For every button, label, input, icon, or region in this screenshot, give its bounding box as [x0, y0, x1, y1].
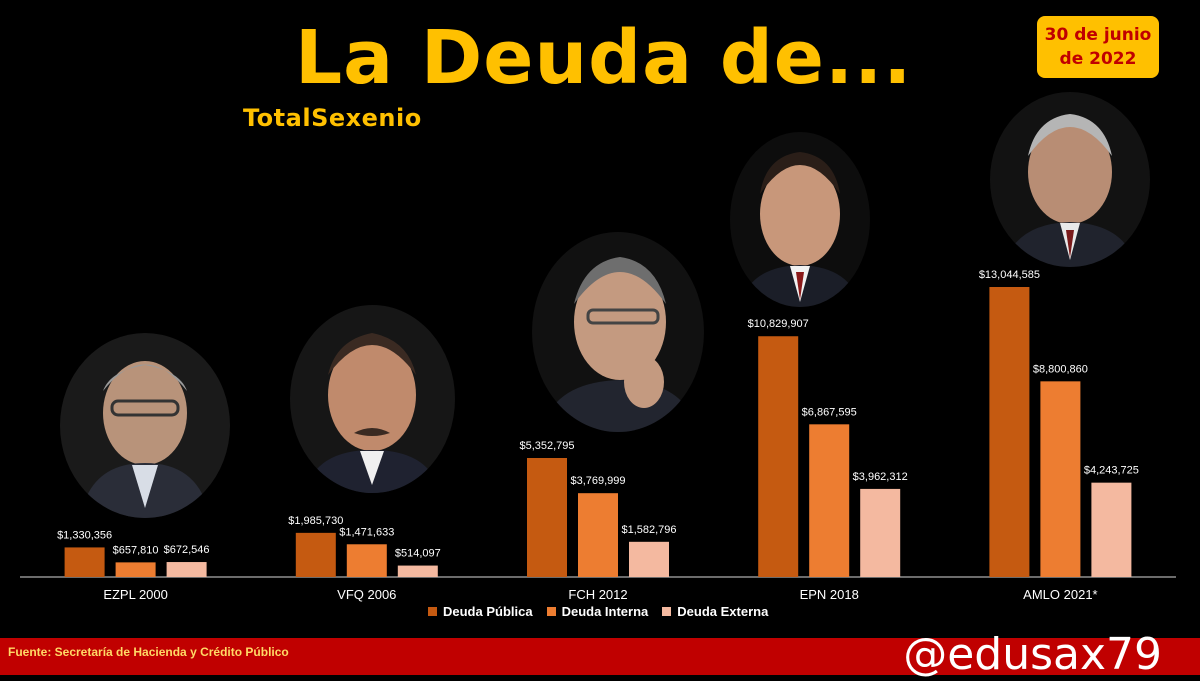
- bar-deuda-publica-3: [758, 336, 799, 577]
- page-title: La Deuda de...: [295, 15, 913, 101]
- x-tick-label-4: AMLO 2021*: [1023, 587, 1097, 602]
- bar-deuda-interna-4: [1040, 381, 1081, 577]
- data-label-deuda-interna-1: $1,471,633: [339, 526, 394, 538]
- bar-deuda-externa-1: [397, 565, 438, 577]
- bar-deuda-publica-1: [295, 532, 336, 577]
- x-tick-label-3: EPN 2018: [800, 587, 859, 602]
- footer-source: Fuente: Secretaría de Hacienda y Crédito…: [8, 645, 289, 659]
- data-label-deuda-externa-2: $1,582,796: [621, 524, 676, 536]
- bar-deuda-interna-1: [346, 544, 387, 577]
- data-label-deuda-publica-2: $5,352,795: [519, 440, 574, 452]
- legend-swatch-deuda-externa: [662, 607, 672, 616]
- bar-deuda-externa-3: [860, 488, 901, 577]
- portrait-vfq: [290, 305, 455, 493]
- portrait-fch: [532, 232, 704, 432]
- legend-label-deuda-interna: Deuda Interna: [561, 604, 649, 619]
- data-label-deuda-interna-3: $6,867,595: [802, 406, 857, 418]
- legend-item-deuda-publica: Deuda Pública: [428, 604, 533, 619]
- portrait-ezpl: [60, 333, 230, 518]
- bar-deuda-externa-0: [166, 562, 207, 577]
- data-label-deuda-externa-0: $672,546: [164, 544, 210, 556]
- data-label-deuda-interna-4: $8,800,860: [1033, 363, 1088, 375]
- data-label-deuda-externa-3: $3,962,312: [853, 471, 908, 483]
- debt-bar-chart: $1,330,356$657,810 $672,546 EZPL 2000 $1,98…: [20, 269, 1176, 602]
- data-label-deuda-publica-4: $13,044,585: [979, 269, 1040, 281]
- data-label-deuda-interna-2: $3,769,999: [570, 475, 625, 487]
- bar-deuda-externa-2: [629, 541, 669, 577]
- portrait-epn: [730, 132, 870, 307]
- legend-swatch-deuda-publica: [428, 607, 437, 616]
- x-tick-label-1: VFQ 2006: [337, 587, 396, 602]
- chart-legend: Deuda Pública Deuda Interna Deuda Extern…: [428, 604, 768, 619]
- x-tick-label-0: EZPL 2000: [103, 587, 168, 602]
- legend-swatch-deuda-interna: [546, 607, 556, 616]
- legend-item-deuda-interna: Deuda Interna: [546, 604, 649, 619]
- data-label-deuda-externa-4: $4,243,725: [1084, 465, 1139, 477]
- author-handle: @edusax79: [903, 629, 1162, 680]
- portrait-amlo: [990, 92, 1150, 267]
- legend-label-deuda-externa: Deuda Externa: [677, 604, 769, 619]
- legend-item-deuda-externa: Deuda Externa: [662, 604, 768, 619]
- bar-deuda-externa-4: [1091, 482, 1132, 577]
- chart-subtitle: TotalSexenio: [243, 104, 422, 132]
- bar-deuda-publica-2: [527, 457, 567, 577]
- data-label-deuda-publica-0: $1,330,356: [57, 529, 112, 541]
- date-badge: 30 de junio de 2022: [1037, 16, 1159, 78]
- bar-deuda-interna-2: [578, 493, 618, 577]
- data-label-deuda-publica-1: $1,985,730: [288, 515, 343, 527]
- data-label-deuda-externa-1: $514,097: [395, 548, 441, 560]
- data-label-deuda-interna-0: $657,810: [113, 544, 159, 556]
- bar-deuda-publica-4: [989, 287, 1030, 577]
- footer-bar: [0, 638, 1200, 675]
- bar-deuda-publica-0: [64, 547, 105, 577]
- bar-deuda-interna-3: [809, 424, 850, 577]
- x-tick-label-2: FCH 2012: [568, 587, 627, 602]
- bar-deuda-interna-0: [115, 562, 156, 577]
- data-label-deuda-publica-3: $10,829,907: [748, 318, 809, 330]
- legend-label-deuda-publica: Deuda Pública: [443, 604, 533, 619]
